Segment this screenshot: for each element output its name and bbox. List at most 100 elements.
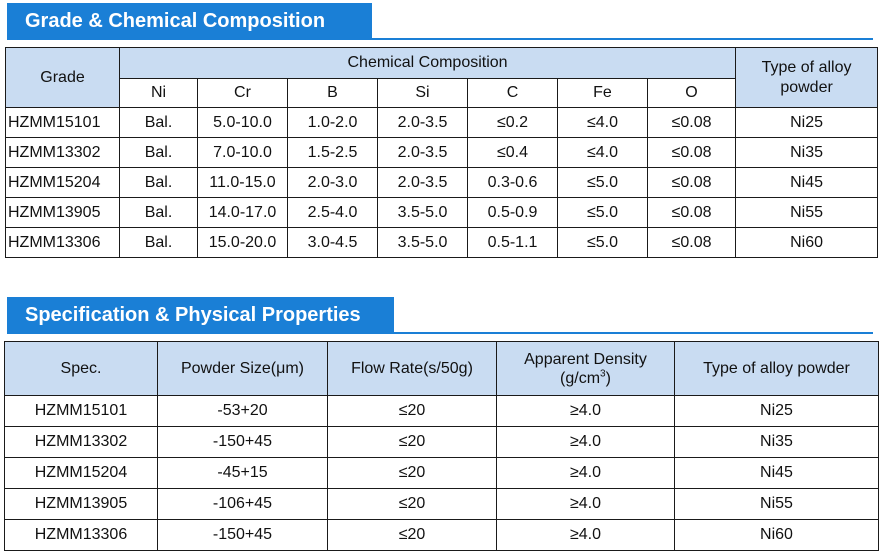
table-row: HZMM15204 Bal. 11.0-15.0 2.0-3.0 2.0-3.5 0.3-… bbox=[5, 167, 879, 198]
cell-spec: HZMM13905 bbox=[4, 488, 158, 520]
cell-powder-size: -45+15 bbox=[157, 457, 328, 489]
cell-alloy-type: Ni45 bbox=[674, 457, 879, 489]
cell-alloy-type: Ni55 bbox=[674, 488, 879, 520]
table-row: HZMM15101 -53+20 ≤20 ≥4.0 Ni25 bbox=[4, 395, 879, 427]
cell-ni: Bal. bbox=[119, 227, 198, 258]
cell-fe: ≤4.0 bbox=[557, 137, 648, 168]
cell-apparent-density: ≥4.0 bbox=[496, 426, 675, 458]
cell-flow-rate: ≤20 bbox=[327, 457, 497, 489]
section-divider bbox=[7, 38, 873, 40]
cell-c: 0.3-0.6 bbox=[467, 167, 558, 198]
cell-fe: ≤5.0 bbox=[557, 167, 648, 198]
cell-alloy-type: Ni25 bbox=[674, 395, 879, 427]
cell-alloy-type: Ni55 bbox=[735, 197, 879, 228]
cell-powder-size: -150+45 bbox=[157, 519, 328, 551]
header-density-sup: 3 bbox=[600, 368, 606, 380]
cell-flow-rate: ≤20 bbox=[327, 519, 497, 551]
cell-apparent-density: ≥4.0 bbox=[496, 488, 675, 520]
header-chemical-composition: Chemical Composition bbox=[118, 47, 737, 79]
cell-apparent-density: ≥4.0 bbox=[496, 457, 675, 489]
cell-alloy-type: Ni60 bbox=[735, 227, 879, 258]
cell-flow-rate: ≤20 bbox=[327, 488, 497, 520]
cell-powder-size: -53+20 bbox=[157, 395, 328, 427]
cell-cr: 7.0-10.0 bbox=[197, 137, 288, 168]
specification-table: Spec. Powder Size(μm) Flow Rate(s/50g) A… bbox=[4, 341, 879, 551]
cell-cr: 14.0-17.0 bbox=[197, 197, 288, 228]
header-element-c: C bbox=[467, 78, 558, 108]
cell-si: 2.0-3.5 bbox=[377, 107, 468, 138]
section-divider bbox=[7, 332, 873, 334]
cell-fe: ≤4.0 bbox=[557, 107, 648, 138]
cell-flow-rate: ≤20 bbox=[327, 395, 497, 427]
cell-ni: Bal. bbox=[119, 137, 198, 168]
cell-spec: HZMM15101 bbox=[4, 395, 158, 427]
cell-flow-rate: ≤20 bbox=[327, 426, 497, 458]
cell-o: ≤0.08 bbox=[646, 137, 737, 168]
cell-powder-size: -150+45 bbox=[157, 426, 328, 458]
header-element-b: B bbox=[287, 78, 378, 108]
header-element-ni: Ni bbox=[119, 78, 198, 108]
cell-alloy-type: Ni35 bbox=[735, 137, 879, 168]
cell-b: 3.0-4.5 bbox=[287, 227, 378, 258]
cell-si: 2.0-3.5 bbox=[377, 137, 468, 168]
table-row: HZMM13306 Bal. 15.0-20.0 3.0-4.5 3.5-5.0 0.5-… bbox=[5, 227, 879, 258]
cell-spec: HZMM15204 bbox=[4, 457, 158, 489]
header-grade: Grade bbox=[5, 47, 120, 108]
table-row: HZMM13302 -150+45 ≤20 ≥4.0 Ni35 bbox=[4, 426, 879, 458]
cell-si: 2.0-3.5 bbox=[377, 167, 468, 198]
cell-apparent-density: ≥4.0 bbox=[496, 395, 675, 427]
cell-grade: HZMM13302 bbox=[5, 137, 120, 168]
cell-alloy-type: Ni35 bbox=[674, 426, 879, 458]
cell-alloy-type: Ni25 bbox=[735, 107, 879, 138]
header-type-of-alloy: Type of alloy powder bbox=[735, 47, 879, 108]
cell-grade: HZMM15204 bbox=[5, 167, 120, 198]
header-element-cr: Cr bbox=[197, 78, 288, 108]
cell-ni: Bal. bbox=[119, 107, 198, 138]
table-row: HZMM13306 -150+45 ≤20 ≥4.0 Ni60 bbox=[4, 519, 879, 551]
header-density-close: ) bbox=[605, 369, 611, 387]
chemical-composition-table: Grade Chemical Composition Type of alloy… bbox=[5, 47, 879, 258]
cell-c: 0.5-1.1 bbox=[467, 227, 558, 258]
cell-ni: Bal. bbox=[119, 197, 198, 228]
cell-c: ≤0.4 bbox=[467, 137, 558, 168]
cell-powder-size: -106+45 bbox=[157, 488, 328, 520]
header-spec: Spec. bbox=[4, 341, 158, 396]
cell-c: ≤0.2 bbox=[467, 107, 558, 138]
cell-fe: ≤5.0 bbox=[557, 197, 648, 228]
cell-o: ≤0.08 bbox=[646, 227, 737, 258]
header-type-of-alloy: Type of alloy powder bbox=[674, 341, 879, 396]
cell-b: 2.0-3.0 bbox=[287, 167, 378, 198]
cell-alloy-type: Ni60 bbox=[674, 519, 879, 551]
cell-grade: HZMM13306 bbox=[5, 227, 120, 258]
header-element-si: Si bbox=[377, 78, 468, 108]
section-title-chemical: Grade & Chemical Composition bbox=[7, 3, 372, 39]
cell-si: 3.5-5.0 bbox=[377, 197, 468, 228]
table-row: HZMM13302 Bal. 7.0-10.0 1.5-2.5 2.0-3.5 ≤0.4 ≤… bbox=[5, 137, 879, 168]
header-apparent-density: Apparent Density (g/cm3) bbox=[496, 341, 675, 396]
cell-grade: HZMM13905 bbox=[5, 197, 120, 228]
header-density-line1: Apparent Density bbox=[524, 350, 647, 368]
cell-ni: Bal. bbox=[119, 167, 198, 198]
cell-grade: HZMM15101 bbox=[5, 107, 120, 138]
cell-cr: 15.0-20.0 bbox=[197, 227, 288, 258]
cell-si: 3.5-5.0 bbox=[377, 227, 468, 258]
header-flow-rate: Flow Rate(s/50g) bbox=[327, 341, 497, 396]
cell-c: 0.5-0.9 bbox=[467, 197, 558, 228]
cell-o: ≤0.08 bbox=[646, 107, 737, 138]
cell-b: 1.5-2.5 bbox=[287, 137, 378, 168]
header-powder-size: Powder Size(μm) bbox=[157, 341, 328, 396]
cell-apparent-density: ≥4.0 bbox=[496, 519, 675, 551]
table-row: HZMM15204 -45+15 ≤20 ≥4.0 Ni45 bbox=[4, 457, 879, 489]
header-element-fe: Fe bbox=[557, 78, 648, 108]
cell-spec: HZMM13302 bbox=[4, 426, 158, 458]
cell-o: ≤0.08 bbox=[646, 167, 737, 198]
cell-b: 1.0-2.0 bbox=[287, 107, 378, 138]
table-row: HZMM15101 Bal. 5.0-10.0 1.0-2.0 2.0-3.5 ≤0.2 ≤… bbox=[5, 107, 879, 138]
cell-cr: 5.0-10.0 bbox=[197, 107, 288, 138]
cell-spec: HZMM13306 bbox=[4, 519, 158, 551]
header-element-o: O bbox=[646, 78, 737, 108]
header-density-unit: (g/cm bbox=[560, 369, 601, 387]
cell-fe: ≤5.0 bbox=[557, 227, 648, 258]
cell-alloy-type: Ni45 bbox=[735, 167, 879, 198]
table-row: HZMM13905 Bal. 14.0-17.0 2.5-4.0 3.5-5.0 0.5-… bbox=[5, 197, 879, 228]
